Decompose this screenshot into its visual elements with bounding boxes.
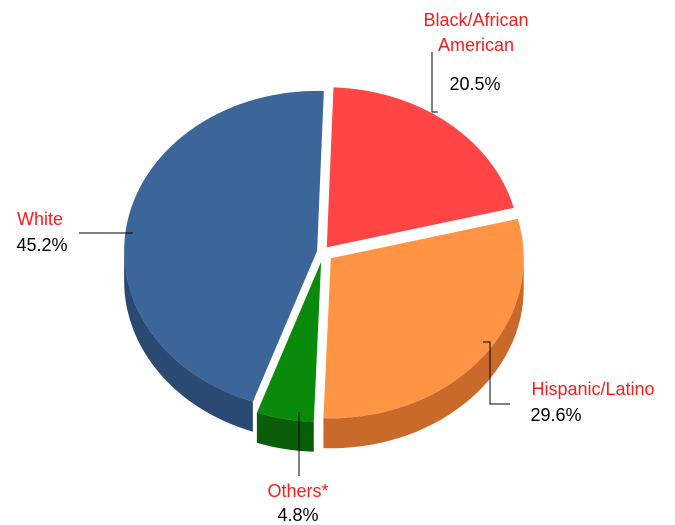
value-label-hispanic-latino: 29.6%	[530, 405, 581, 425]
pie-slice-hispanic-latino	[323, 218, 524, 419]
value-label-others: 4.8%	[277, 505, 318, 525]
pie-sides	[124, 250, 524, 452]
slice-label-white: White	[17, 209, 63, 229]
pie-side-white	[124, 250, 253, 432]
pie-side-hispanic-latino	[323, 258, 524, 449]
slice-label-hispanic-latino: Hispanic/Latino	[531, 379, 654, 399]
pie-slice-others	[256, 261, 322, 422]
value-label-white: 45.2%	[16, 235, 67, 255]
slice-label-others: Others*	[267, 481, 328, 501]
leader-line-black-african-american	[431, 52, 438, 113]
slice-label-black-african-american-line2: American	[438, 35, 514, 55]
leader-line-hispanic-latino	[483, 341, 510, 405]
value-label-black-african-american: 20.5%	[449, 74, 500, 94]
pie-side-others	[256, 412, 314, 452]
pie-slice-black-african-american	[326, 87, 514, 248]
pie-slice-white	[124, 90, 324, 402]
slice-label-black-african-american-line1: Black/African	[423, 10, 528, 30]
pie-slices	[124, 87, 524, 422]
